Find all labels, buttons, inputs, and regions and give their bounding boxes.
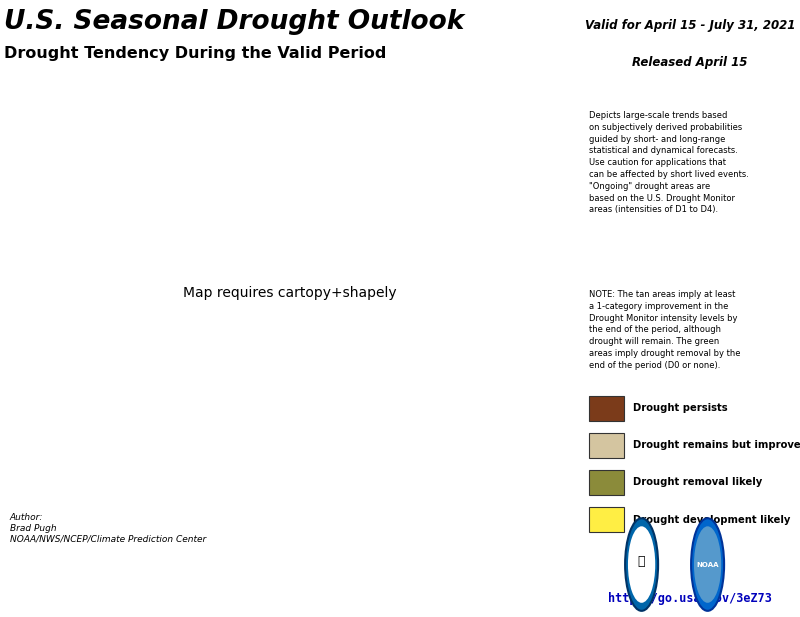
Text: Drought persists: Drought persists bbox=[633, 404, 727, 413]
Text: Map requires cartopy+shapely: Map requires cartopy+shapely bbox=[183, 286, 397, 300]
Text: Drought remains but improves: Drought remains but improves bbox=[633, 441, 800, 450]
Text: U.S. Seasonal Drought Outlook: U.S. Seasonal Drought Outlook bbox=[4, 9, 464, 35]
Circle shape bbox=[691, 518, 724, 611]
Text: Released April 15: Released April 15 bbox=[632, 56, 748, 68]
Circle shape bbox=[694, 526, 722, 603]
Text: 🦅: 🦅 bbox=[638, 555, 646, 568]
Circle shape bbox=[625, 518, 658, 611]
Circle shape bbox=[628, 526, 655, 603]
Text: Drought removal likely: Drought removal likely bbox=[633, 478, 762, 487]
Text: Drought development likely: Drought development likely bbox=[633, 515, 790, 524]
Text: NOAA: NOAA bbox=[696, 561, 719, 568]
Text: Depicts large-scale trends based
on subjectively derived probabilities
guided by: Depicts large-scale trends based on subj… bbox=[589, 111, 749, 215]
Text: Author:
Brad Pugh
NOAA/NWS/NCEP/Climate Prediction Center: Author: Brad Pugh NOAA/NWS/NCEP/Climate … bbox=[10, 513, 206, 543]
Text: http://go.usa.gov/3eZ73: http://go.usa.gov/3eZ73 bbox=[608, 592, 772, 605]
FancyBboxPatch shape bbox=[589, 507, 624, 532]
Text: NOTE: The tan areas imply at least
a 1-category improvement in the
Drought Monit: NOTE: The tan areas imply at least a 1-c… bbox=[589, 290, 740, 370]
Text: Valid for April 15 - July 31, 2021: Valid for April 15 - July 31, 2021 bbox=[585, 19, 795, 31]
Text: Drought Tendency During the Valid Period: Drought Tendency During the Valid Period bbox=[4, 46, 386, 61]
FancyBboxPatch shape bbox=[589, 396, 624, 421]
FancyBboxPatch shape bbox=[589, 470, 624, 495]
FancyBboxPatch shape bbox=[589, 433, 624, 458]
